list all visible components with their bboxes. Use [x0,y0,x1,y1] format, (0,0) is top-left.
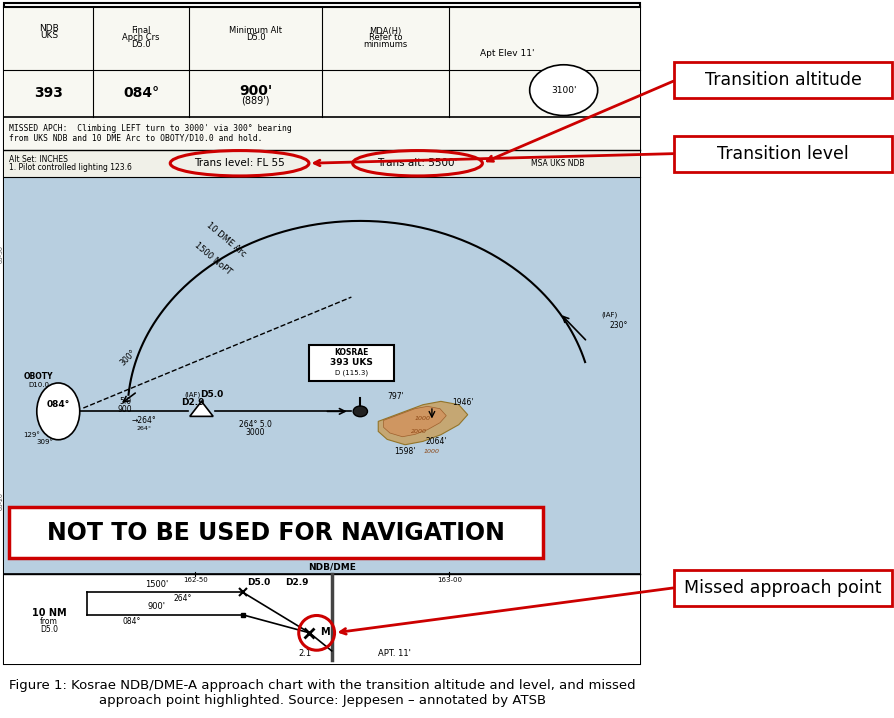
Text: 264° 5.0: 264° 5.0 [239,420,271,429]
Bar [4,574,639,664]
Text: 264°: 264° [137,426,152,431]
Text: 05-30: 05-30 [0,245,4,263]
Text: from: from [40,617,58,627]
Bar [4,6,639,117]
Text: MSA UKS NDB: MSA UKS NDB [530,159,584,168]
Polygon shape [190,401,213,416]
Text: 2.1: 2.1 [298,649,311,658]
Text: Trans level: FL 55: Trans level: FL 55 [194,158,284,168]
Text: Missed approach point: Missed approach point [684,579,881,597]
Text: Transition altitude: Transition altitude [704,71,861,89]
Text: 1000: 1000 [415,416,431,421]
Text: 1. Pilot controlled lighting 123.6: 1. Pilot controlled lighting 123.6 [9,163,131,172]
Text: 1500': 1500' [145,580,168,589]
FancyBboxPatch shape [673,569,891,606]
Text: Minimum Alt: Minimum Alt [229,26,282,35]
Circle shape [529,65,597,116]
FancyBboxPatch shape [673,62,891,98]
Text: from UKS NDB and 10 DME Arc to OBOTY/D10.0 and hold.: from UKS NDB and 10 DME Arc to OBOTY/D10… [9,134,262,142]
Text: NDB: NDB [39,24,59,33]
Text: Alt Set: INCHES: Alt Set: INCHES [9,155,68,164]
Text: 264°: 264° [173,595,191,603]
Text: D5.0: D5.0 [200,390,224,399]
Text: 900': 900' [148,602,165,612]
Text: Transition level: Transition level [716,144,848,162]
Text: (IAF): (IAF) [184,391,200,398]
Text: 129°: 129° [23,432,40,438]
Ellipse shape [37,383,80,439]
Text: 393 UKS: 393 UKS [330,358,373,367]
Text: UKS: UKS [40,31,58,39]
Text: →264°: →264° [131,416,156,424]
Text: 10 DME Arc: 10 DME Arc [205,220,248,258]
Text: Apch Crs: Apch Crs [122,32,160,42]
Text: 1500 NoPT: 1500 NoPT [192,241,232,276]
Text: 230°: 230° [609,321,628,330]
Text: 309°: 309° [37,439,54,445]
Polygon shape [384,406,446,437]
Text: 162-50: 162-50 [182,577,207,582]
FancyBboxPatch shape [673,136,891,172]
Bar [4,177,639,574]
Text: D5.0: D5.0 [40,625,58,634]
Text: APT. 11': APT. 11' [377,649,410,658]
Text: Final: Final [131,26,151,35]
Text: 2064': 2064' [426,437,447,446]
Text: 1946': 1946' [452,398,474,407]
Text: 3100': 3100' [551,85,576,95]
Text: Refer to: Refer to [368,33,402,42]
Text: 797': 797' [387,392,404,401]
Text: KOSRAE: KOSRAE [333,348,368,357]
Text: NOT TO BE USED FOR NAVIGATION: NOT TO BE USED FOR NAVIGATION [46,521,504,544]
Text: 084°: 084° [122,86,159,101]
Text: Figure 1: Kosrae NDB/DME-A approach chart with the transition altitude and level: Figure 1: Kosrae NDB/DME-A approach char… [9,679,635,707]
Text: D5.0: D5.0 [247,577,270,587]
Bar [9,507,542,559]
Text: minimums: minimums [363,40,408,49]
Bar [4,117,639,149]
Text: 10 NM: 10 NM [31,607,66,617]
Polygon shape [378,401,468,444]
Text: 5.0: 5.0 [119,397,131,406]
Text: M: M [320,627,330,637]
Text: Trans alt: 5500': Trans alt: 5500' [377,158,457,168]
Text: (889'): (889') [241,95,269,105]
Text: 084°: 084° [122,617,140,626]
Text: 900: 900 [118,405,132,414]
Text: 163-00: 163-00 [436,577,461,582]
Circle shape [353,406,367,416]
Text: Apt Elev 11': Apt Elev 11' [480,49,535,58]
Text: 05-20: 05-20 [0,492,4,510]
Text: (IAF): (IAF) [601,312,617,318]
Text: 2000: 2000 [410,429,426,434]
Text: 900': 900' [239,85,272,98]
Text: 393: 393 [35,86,63,101]
Text: D2.9: D2.9 [284,577,308,587]
Text: OBOTY: OBOTY [24,372,54,381]
Text: D2.9: D2.9 [181,398,204,407]
Text: D5.0: D5.0 [245,33,265,42]
Bar [4,149,639,177]
Text: MISSED APCH:  Climbing LEFT turn to 3000' via 300° bearing: MISSED APCH: Climbing LEFT turn to 3000'… [9,124,291,133]
Text: 1000: 1000 [424,449,440,454]
Bar [4,4,639,664]
Text: MDA(H): MDA(H) [369,27,401,36]
Text: 1598': 1598' [394,447,416,456]
Text: D (115.3): D (115.3) [334,370,367,376]
Text: 084°: 084° [46,400,70,409]
Text: D5.0: D5.0 [131,40,151,49]
Text: NDB/DME: NDB/DME [308,563,355,572]
Bar [308,345,393,381]
Text: D10.0: D10.0 [28,382,49,388]
Text: 3000: 3000 [245,428,265,437]
Text: 300°: 300° [118,348,138,368]
